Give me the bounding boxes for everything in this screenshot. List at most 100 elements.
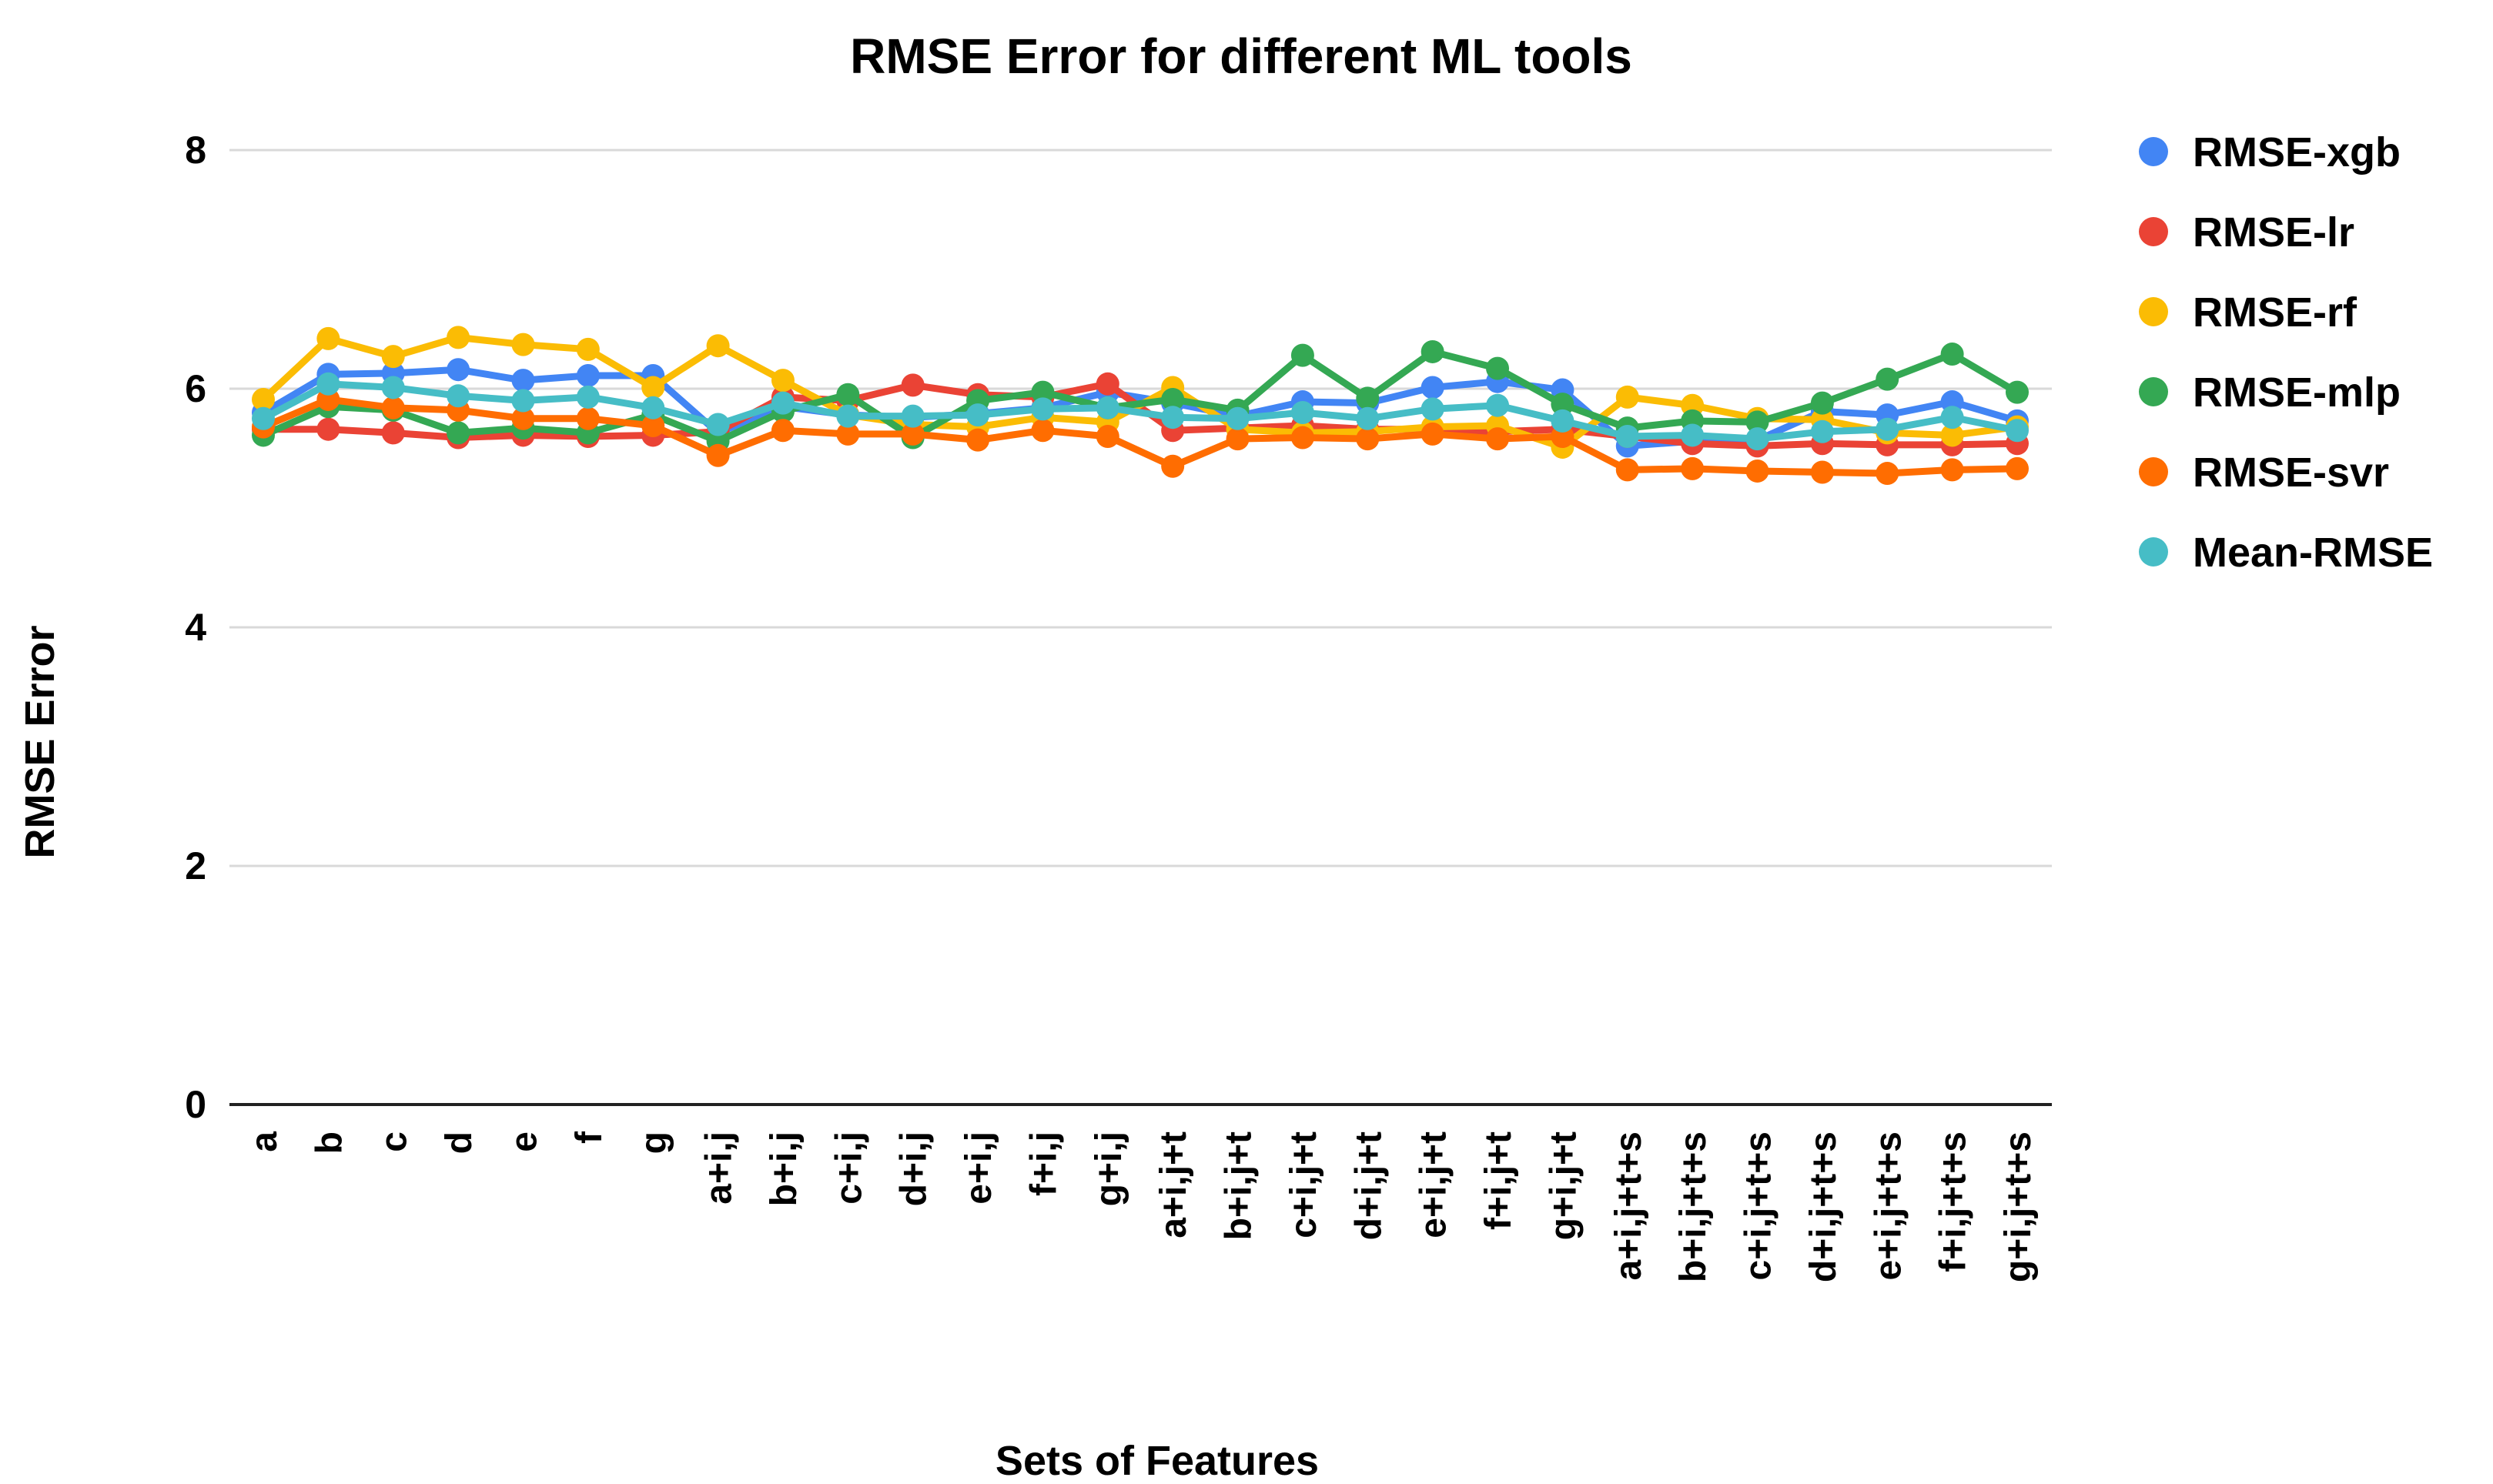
data-point-RMSE-svr-a+i,j+t+s[interactable] xyxy=(1615,458,1639,482)
data-point-Mean-RMSE-b[interactable] xyxy=(316,372,340,396)
data-point-Mean-RMSE-f+i,j+t+s[interactable] xyxy=(1940,406,1964,429)
data-point-RMSE-svr-e[interactable] xyxy=(511,406,535,430)
data-point-RMSE-mlp-c+i,j[interactable] xyxy=(836,383,860,406)
data-point-RMSE-mlp-g+i,j+t+s[interactable] xyxy=(2005,380,2029,404)
data-point-RMSE-svr-d+i,j+t+s[interactable] xyxy=(1810,460,1834,484)
data-point-RMSE-lr-c[interactable] xyxy=(381,421,405,445)
data-point-RMSE-svr-a+i,j+t[interactable] xyxy=(1161,454,1185,478)
data-point-RMSE-svr-c+i,j[interactable] xyxy=(836,422,860,446)
data-point-RMSE-svr-e+i,j+t[interactable] xyxy=(1421,422,1444,446)
data-point-Mean-RMSE-c[interactable] xyxy=(381,376,405,399)
data-point-Mean-RMSE-b+i,j+t[interactable] xyxy=(1226,406,1250,430)
data-point-RMSE-mlp-c+i,j+t+s[interactable] xyxy=(1745,410,1769,434)
data-point-RMSE-svr-g+i,j+t+s[interactable] xyxy=(2005,456,2029,480)
data-point-RMSE-mlp-e+i,j+t+s[interactable] xyxy=(1876,367,1899,391)
x-tick-label: a+i,j+t+s xyxy=(1608,1131,1649,1280)
data-point-Mean-RMSE-d+i,j+t+s[interactable] xyxy=(1810,419,1834,443)
data-point-Mean-RMSE-a+i,j[interactable] xyxy=(706,413,730,436)
data-point-RMSE-xgb-e[interactable] xyxy=(511,369,535,393)
data-point-RMSE-svr-c+i,j+t+s[interactable] xyxy=(1745,459,1769,483)
legend: RMSE-xgb RMSE-lr RMSE-rf RMSE-mlp RMSE-svr Me… xyxy=(2139,129,2433,576)
data-point-RMSE-mlp-c+i,j+t[interactable] xyxy=(1290,343,1314,367)
data-point-RMSE-rf-d[interactable] xyxy=(447,326,470,349)
data-point-RMSE-svr-f+i,j+t[interactable] xyxy=(1486,427,1510,451)
data-point-RMSE-lr-g+i,j[interactable] xyxy=(1096,372,1119,396)
data-point-RMSE-rf-c[interactable] xyxy=(381,345,405,369)
data-point-RMSE-mlp-d+i,j+t[interactable] xyxy=(1356,386,1380,410)
legend-swatch-icon xyxy=(2139,537,2168,567)
data-point-RMSE-svr-b+i,j[interactable] xyxy=(771,419,795,443)
data-point-Mean-RMSE-f+i,j+t[interactable] xyxy=(1486,393,1510,417)
data-point-RMSE-lr-b[interactable] xyxy=(316,417,340,441)
data-point-RMSE-mlp-d+i,j+t+s[interactable] xyxy=(1810,391,1834,415)
data-point-RMSE-svr-b+i,j+t+s[interactable] xyxy=(1681,456,1705,480)
data-point-Mean-RMSE-d+i,j+t[interactable] xyxy=(1356,406,1380,430)
data-point-Mean-RMSE-g[interactable] xyxy=(641,396,665,419)
data-point-RMSE-svr-d+i,j[interactable] xyxy=(901,422,925,446)
data-point-Mean-RMSE-f+i,j[interactable] xyxy=(1031,397,1055,421)
legend-item-Mean-RMSE[interactable]: Mean-RMSE xyxy=(2139,530,2433,576)
data-point-Mean-RMSE-d[interactable] xyxy=(447,384,470,408)
data-point-Mean-RMSE-e+i,j+t+s[interactable] xyxy=(1876,417,1899,441)
data-point-RMSE-svr-c[interactable] xyxy=(381,396,405,419)
data-point-Mean-RMSE-g+i,j+t[interactable] xyxy=(1551,409,1574,433)
data-point-RMSE-xgb-f[interactable] xyxy=(576,363,600,387)
series-line-RMSE-svr xyxy=(259,396,2021,477)
legend-item-RMSE-mlp[interactable]: RMSE-mlp xyxy=(2139,369,2401,416)
data-point-RMSE-rf-f+i,j+t+s[interactable] xyxy=(1940,423,1964,447)
data-point-RMSE-rf-a[interactable] xyxy=(252,387,275,411)
data-point-Mean-RMSE-b+i,j+t+s[interactable] xyxy=(1681,423,1705,447)
data-point-RMSE-rf-b+i,j[interactable] xyxy=(771,369,795,393)
data-point-RMSE-svr-a+i,j[interactable] xyxy=(706,443,730,467)
data-point-RMSE-svr-g+i,j[interactable] xyxy=(1096,425,1119,448)
x-tick-label: b xyxy=(309,1131,350,1154)
x-tick-label: f xyxy=(569,1131,610,1144)
data-point-RMSE-svr-e+i,j[interactable] xyxy=(966,428,990,452)
data-point-RMSE-rf-a+i,j[interactable] xyxy=(706,334,730,358)
data-point-RMSE-rf-f[interactable] xyxy=(576,337,600,361)
data-point-RMSE-rf-a+i,j+t+s[interactable] xyxy=(1615,385,1639,409)
data-point-RMSE-mlp-a+i,j+t[interactable] xyxy=(1161,387,1185,411)
legend-item-RMSE-xgb[interactable]: RMSE-xgb xyxy=(2139,129,2401,175)
data-point-Mean-RMSE-e+i,j[interactable] xyxy=(966,403,990,427)
data-point-RMSE-rf-b[interactable] xyxy=(316,326,340,350)
data-point-RMSE-mlp-d[interactable] xyxy=(447,421,470,445)
data-point-Mean-RMSE-c+i,j[interactable] xyxy=(836,404,860,428)
data-point-Mean-RMSE-e+i,j+t[interactable] xyxy=(1421,397,1444,421)
data-point-RMSE-mlp-f+i,j+t[interactable] xyxy=(1486,356,1510,380)
data-point-Mean-RMSE-a+i,j+t[interactable] xyxy=(1161,406,1185,429)
x-tick-label: e+i,j+t+s xyxy=(1868,1131,1909,1280)
data-point-Mean-RMSE-a+i,j+t+s[interactable] xyxy=(1615,425,1639,448)
data-point-Mean-RMSE-c+i,j+t[interactable] xyxy=(1290,401,1314,424)
data-point-RMSE-svr-f+i,j[interactable] xyxy=(1031,419,1055,443)
data-point-RMSE-svr-g[interactable] xyxy=(641,414,665,438)
legend-item-RMSE-lr[interactable]: RMSE-lr xyxy=(2139,209,2354,256)
data-point-Mean-RMSE-c+i,j+t+s[interactable] xyxy=(1745,427,1769,451)
data-point-RMSE-mlp-f+i,j[interactable] xyxy=(1031,380,1055,404)
data-point-RMSE-xgb-e+i,j+t[interactable] xyxy=(1421,376,1444,399)
data-point-Mean-RMSE-d+i,j[interactable] xyxy=(901,404,925,428)
data-point-RMSE-svr-c+i,j+t[interactable] xyxy=(1290,426,1314,450)
data-point-Mean-RMSE-g+i,j+t+s[interactable] xyxy=(2005,419,2029,443)
data-point-Mean-RMSE-a[interactable] xyxy=(252,406,275,430)
data-point-Mean-RMSE-g+i,j[interactable] xyxy=(1096,396,1119,419)
legend-item-RMSE-svr[interactable]: RMSE-svr xyxy=(2139,450,2389,496)
data-point-RMSE-rf-e[interactable] xyxy=(511,333,535,356)
data-point-RMSE-rf-g[interactable] xyxy=(641,376,665,399)
x-tick-label: c+i,j+t+s xyxy=(1738,1131,1779,1280)
data-point-RMSE-svr-f+i,j+t+s[interactable] xyxy=(1940,458,1964,482)
data-point-RMSE-mlp-e+i,j+t[interactable] xyxy=(1421,339,1444,363)
data-point-RMSE-svr-d+i,j+t[interactable] xyxy=(1356,427,1380,451)
data-point-RMSE-svr-f[interactable] xyxy=(576,406,600,430)
legend-item-RMSE-rf[interactable]: RMSE-rf xyxy=(2139,289,2357,336)
data-point-RMSE-xgb-d[interactable] xyxy=(447,358,470,382)
data-point-RMSE-lr-d+i,j[interactable] xyxy=(901,373,925,397)
x-tick-label: e+i,j+t xyxy=(1414,1131,1454,1238)
data-point-Mean-RMSE-f[interactable] xyxy=(576,385,600,409)
data-point-Mean-RMSE-e[interactable] xyxy=(511,389,535,413)
data-point-RMSE-mlp-g+i,j+t[interactable] xyxy=(1551,393,1574,416)
data-point-RMSE-svr-e+i,j+t+s[interactable] xyxy=(1876,462,1899,486)
data-point-RMSE-svr-b+i,j+t[interactable] xyxy=(1226,427,1250,451)
data-point-RMSE-mlp-f+i,j+t+s[interactable] xyxy=(1940,343,1964,366)
data-point-Mean-RMSE-b+i,j[interactable] xyxy=(771,391,795,415)
